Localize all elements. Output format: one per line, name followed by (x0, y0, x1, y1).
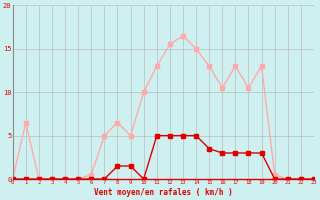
X-axis label: Vent moyen/en rafales ( km/h ): Vent moyen/en rafales ( km/h ) (94, 188, 233, 197)
